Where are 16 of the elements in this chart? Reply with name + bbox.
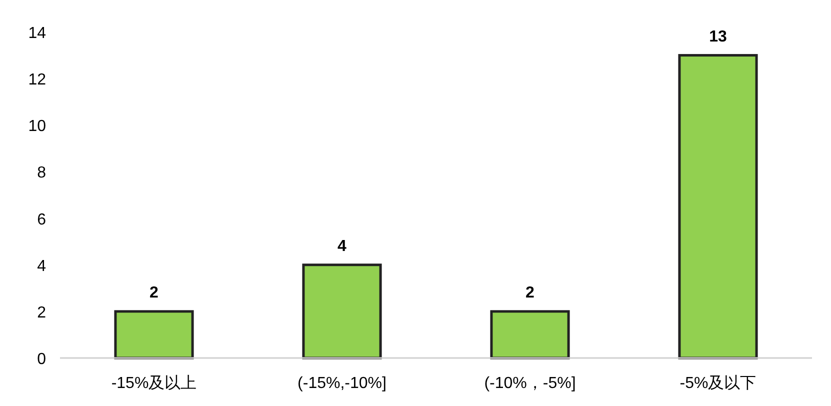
y-tick-label: 8 xyxy=(37,164,46,182)
y-tick-label: 10 xyxy=(28,118,46,136)
y-tick-label: 4 xyxy=(37,258,46,275)
x-tick-label: -5%及以下 xyxy=(680,374,756,392)
data-label: 2 xyxy=(150,284,159,302)
x-tick-label: (-15%,-10%] xyxy=(298,375,386,392)
y-tick-label: 0 xyxy=(37,351,46,368)
data-label: 2 xyxy=(526,284,535,302)
x-tick-label: (-10%，-5%] xyxy=(484,375,576,392)
data-label: 4 xyxy=(338,238,347,255)
y-tick-label: 6 xyxy=(37,211,46,228)
y-tick-label: 12 xyxy=(28,72,46,89)
y-tick-label: 14 xyxy=(28,25,46,42)
x-tick-label: -15%及以上 xyxy=(111,374,197,392)
y-tick-label: 2 xyxy=(37,304,46,322)
data-label: 13 xyxy=(709,28,727,46)
